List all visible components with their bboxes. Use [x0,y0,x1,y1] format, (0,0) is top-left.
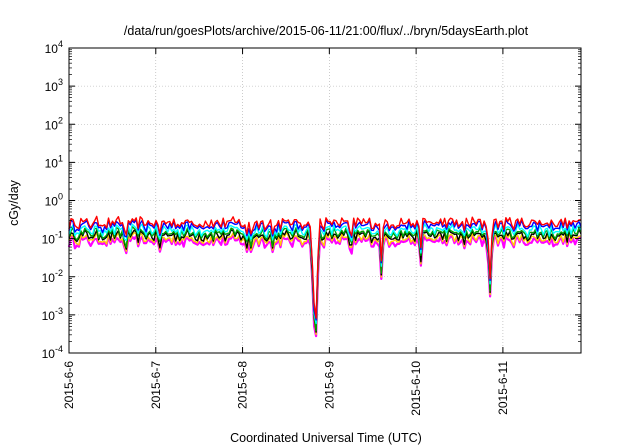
grid [68,47,581,354]
series-group [67,215,582,338]
y-tick-label: 10-4 [42,344,63,361]
x-axis-label: Coordinated Universal Time (UTC) [230,431,422,445]
x-tick-label: 2015-6-11 [496,361,510,415]
y-tick-label: 10-2 [42,268,63,285]
series-line-2 [68,223,582,325]
chart-title: /data/run/goesPlots/archive/2015-06-11/2… [124,24,529,38]
x-tick-label: 2015-6-9 [322,361,336,409]
x-tick-label: 2015-6-8 [236,361,250,409]
y-tick-label: 102 [45,115,63,132]
y-tick-label: 10-1 [42,230,63,247]
x-tick-label: 2015-6-6 [62,361,76,409]
series-line-0 [68,215,582,319]
y-axis-label: cGy/day [7,179,21,226]
y-tick-label: 104 [45,39,63,56]
y-tick-label: 100 [45,192,63,209]
x-tick-label: 2015-6-10 [409,361,423,416]
x-tick-label: 2015-6-7 [149,361,163,409]
y-tick-label: 103 [45,77,63,94]
series-line-6 [67,233,581,338]
y-tick-label: 10-3 [42,306,63,323]
y-tick-label: 101 [45,153,63,170]
